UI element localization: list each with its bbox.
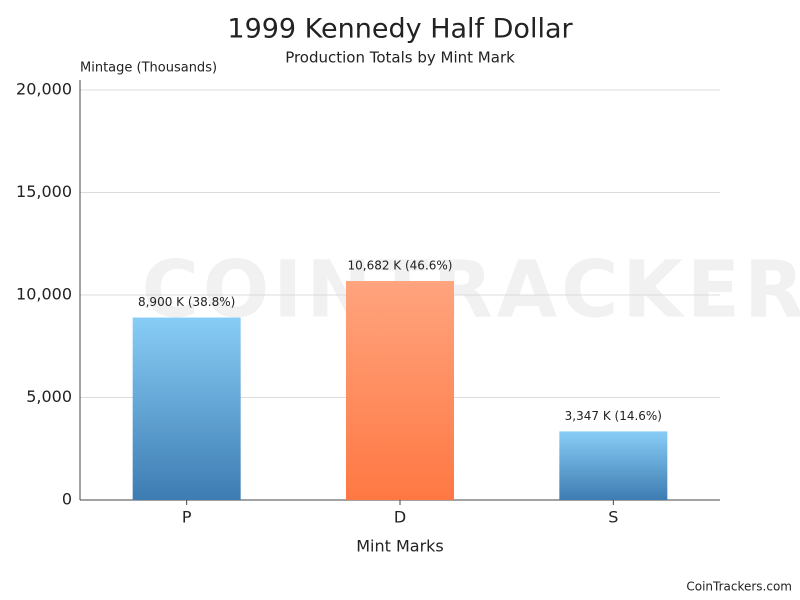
bar	[559, 431, 668, 500]
chart-subtitle: Production Totals by Mint Mark	[285, 49, 515, 67]
y-tick-label: 15,000	[16, 182, 72, 201]
x-tick-label: P	[182, 508, 192, 527]
data-label: 10,682 K (46.6%)	[348, 259, 453, 273]
y-axis-label: Mintage (Thousands)	[80, 61, 217, 76]
bar	[132, 317, 241, 500]
y-tick-label: 10,000	[16, 285, 72, 304]
chart-title: 1999 Kennedy Half Dollar	[227, 14, 573, 45]
x-tick-label: D	[394, 508, 406, 527]
y-tick-label: 5,000	[26, 387, 72, 406]
data-label: 8,900 K (38.8%)	[138, 295, 235, 309]
watermark: COINTRACKERS	[142, 245, 800, 335]
y-tick-label: 0	[62, 490, 72, 509]
x-tick-label: S	[608, 508, 618, 527]
x-axis-label: Mint Marks	[356, 537, 444, 556]
y-tick-label: 20,000	[16, 80, 72, 99]
data-label: 3,347 K (14.6%)	[565, 409, 662, 423]
credit: CoinTrackers.com	[686, 580, 792, 594]
bar	[346, 281, 454, 500]
